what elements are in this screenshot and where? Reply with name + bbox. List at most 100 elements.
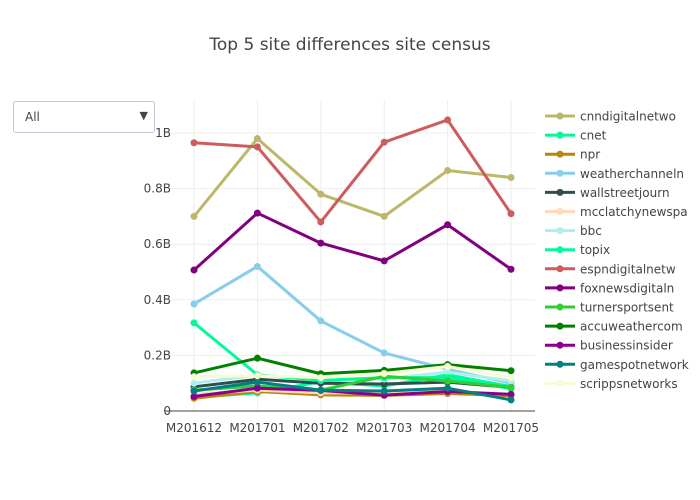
legend-label: foxnewsdigitaln bbox=[580, 281, 674, 295]
series-line bbox=[193, 374, 512, 392]
data-point bbox=[253, 209, 261, 217]
data-point bbox=[317, 239, 325, 247]
data-point bbox=[190, 387, 198, 395]
legend-marker bbox=[556, 341, 564, 349]
legend-marker bbox=[556, 284, 564, 292]
series-line bbox=[193, 321, 512, 391]
series-espndigitalnetw bbox=[190, 116, 515, 226]
series-line bbox=[193, 264, 512, 385]
series-line bbox=[193, 390, 512, 400]
data-point bbox=[507, 210, 515, 218]
data-point bbox=[380, 257, 388, 265]
data-point bbox=[190, 393, 198, 401]
legend-item[interactable]: npr bbox=[545, 148, 600, 162]
legend-marker bbox=[556, 379, 564, 387]
data-point bbox=[444, 377, 452, 385]
series-line bbox=[192, 211, 512, 272]
data-point bbox=[317, 218, 325, 226]
data-point bbox=[190, 319, 198, 327]
data-point bbox=[507, 383, 515, 391]
legend-marker bbox=[556, 188, 564, 196]
legend-item[interactable]: foxnewsdigitaln bbox=[545, 281, 674, 295]
data-point bbox=[444, 116, 452, 124]
legend-marker bbox=[556, 208, 564, 215]
data-point bbox=[317, 386, 325, 394]
legend-marker bbox=[556, 131, 564, 139]
data-point bbox=[190, 212, 198, 220]
data-point bbox=[190, 379, 198, 387]
legend-item[interactable]: wallstreetjourn bbox=[545, 186, 670, 200]
data-point bbox=[253, 378, 261, 386]
legend-label: turnersportsent bbox=[580, 301, 674, 315]
data-point bbox=[444, 363, 452, 371]
data-point bbox=[380, 138, 388, 146]
legend-marker bbox=[556, 150, 564, 158]
y-tick-label: 0.8B bbox=[144, 182, 171, 196]
series-line bbox=[193, 356, 512, 376]
data-point bbox=[507, 396, 515, 404]
data-point bbox=[190, 266, 198, 274]
legend-marker bbox=[556, 322, 564, 330]
series-scrippsnetworks bbox=[190, 363, 515, 382]
legend-item[interactable]: cnet bbox=[545, 129, 607, 143]
data-point bbox=[380, 369, 388, 377]
legend-label: wallstreetjourn bbox=[580, 186, 670, 200]
legend-item[interactable]: topix bbox=[545, 243, 610, 257]
series-line bbox=[193, 380, 512, 402]
legend-marker bbox=[556, 303, 564, 311]
legend-label: scrippsnetworks bbox=[580, 377, 678, 391]
filter-dropdown[interactable]: All ▼ bbox=[13, 101, 155, 133]
data-point bbox=[253, 262, 261, 270]
data-point bbox=[317, 317, 325, 325]
x-tick-label: M201702 bbox=[293, 421, 349, 435]
legend-marker bbox=[556, 227, 564, 235]
legend-item[interactable]: scrippsnetworks bbox=[545, 377, 678, 391]
data-point bbox=[253, 384, 261, 392]
data-point bbox=[190, 373, 198, 381]
x-tick-label: M201701 bbox=[229, 421, 285, 435]
legend-label: bbc bbox=[580, 224, 602, 238]
data-point bbox=[380, 387, 388, 395]
legend-marker bbox=[556, 265, 564, 273]
legend-item[interactable]: cnndigitalnetwo bbox=[545, 110, 676, 124]
data-point bbox=[380, 380, 388, 388]
data-point bbox=[190, 300, 198, 308]
x-tick-label: M201705 bbox=[483, 421, 539, 435]
legend-item[interactable]: businessinsider bbox=[545, 339, 673, 353]
legend-item[interactable]: accuweathercom bbox=[545, 320, 683, 334]
y-tick-label: 0.2B bbox=[144, 348, 171, 362]
data-point bbox=[253, 372, 261, 380]
chart-title: Top 5 site differences site census bbox=[208, 35, 490, 55]
legend-label: cnet bbox=[580, 129, 607, 143]
legend-item[interactable]: turnersportsent bbox=[545, 301, 674, 315]
legend-label: weatherchanneln bbox=[580, 167, 684, 181]
legend-item[interactable]: gamespotnetwork bbox=[545, 358, 689, 372]
legend-label: topix bbox=[580, 243, 610, 257]
legend-item[interactable]: bbc bbox=[545, 224, 602, 238]
series-foxnewsdigitaln bbox=[190, 209, 515, 274]
data-point bbox=[507, 390, 515, 398]
x-tick-label: M201612 bbox=[166, 421, 222, 435]
data-point bbox=[317, 190, 325, 198]
data-point bbox=[317, 374, 325, 382]
legend-marker bbox=[556, 246, 564, 254]
legend-label: mcclatchynewspa bbox=[580, 205, 688, 219]
legend-item[interactable]: mcclatchynewspa bbox=[545, 205, 688, 219]
legend-marker bbox=[556, 360, 564, 368]
data-point bbox=[253, 143, 261, 151]
legend-label: espndigitalnetw bbox=[580, 262, 676, 276]
legend-label: gamespotnetwork bbox=[580, 358, 689, 372]
x-tick-label: M201704 bbox=[420, 421, 476, 435]
series-line bbox=[192, 137, 512, 218]
y-tick-label: 0.4B bbox=[144, 293, 171, 307]
chevron-down-icon: ▼ bbox=[139, 109, 148, 122]
legend-label: businessinsider bbox=[580, 339, 673, 353]
dropdown-selected-value: All bbox=[25, 110, 40, 124]
legend-item[interactable]: espndigitalnetw bbox=[545, 262, 676, 276]
y-tick-label: 1B bbox=[155, 126, 171, 140]
legend-label: npr bbox=[580, 148, 600, 162]
data-point bbox=[507, 374, 515, 382]
legend-item[interactable]: weatherchanneln bbox=[545, 167, 684, 181]
series-line bbox=[193, 365, 512, 380]
